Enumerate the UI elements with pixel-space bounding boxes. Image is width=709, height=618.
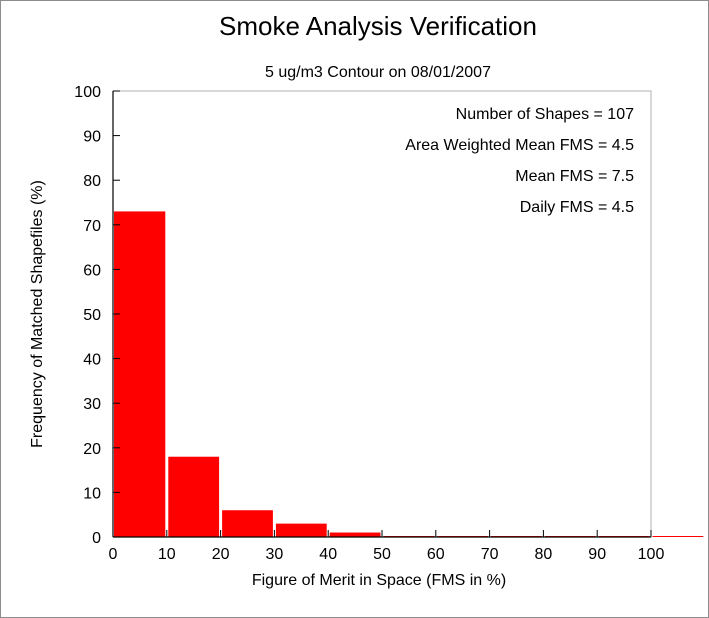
y-tick-label: 90	[83, 129, 101, 146]
stats-annotation: Daily FMS = 4.5	[520, 199, 634, 216]
y-tick-label: 40	[83, 352, 101, 369]
x-tick-label: 50	[373, 546, 391, 563]
histogram-bar	[168, 456, 220, 537]
histogram-bar	[329, 532, 381, 537]
stats-annotation: Number of Shapes = 107	[456, 106, 634, 123]
chart-subtitle: 5 ug/m3 Contour on 08/01/2007	[265, 64, 491, 81]
y-tick-label: 30	[83, 396, 101, 413]
y-tick-label: 60	[83, 262, 101, 279]
x-tick-label: 70	[481, 546, 499, 563]
x-tick-label: 30	[266, 546, 284, 563]
stats-annotation: Area Weighted Mean FMS = 4.5	[405, 137, 634, 154]
y-axis-label: Frequency of Matched Shapefiles (%)	[29, 180, 46, 448]
y-tick-label: 20	[83, 441, 101, 458]
histogram-bar	[275, 523, 327, 537]
x-tick-label: 100	[638, 546, 665, 563]
x-tick-label: 10	[158, 546, 176, 563]
x-tick-label: 20	[212, 546, 230, 563]
y-tick-label: 70	[83, 218, 101, 235]
chart-title: Smoke Analysis Verification	[219, 11, 537, 41]
stats-annotation: Mean FMS = 7.5	[515, 168, 634, 185]
x-tick-label: 80	[535, 546, 553, 563]
x-tick-label: 60	[427, 546, 445, 563]
y-tick-label: 50	[83, 307, 101, 324]
axes-group: 0 10 20 30 40 50 60 70 80 90 100 0 10 20 30 40 50 60 70 80 9…	[74, 84, 664, 563]
y-tick-label: 0	[92, 530, 101, 547]
x-axis-label: Figure of Merit in Space (FMS in %)	[252, 572, 506, 589]
y-tick-label: 10	[83, 485, 101, 502]
x-tick-label: 40	[319, 546, 337, 563]
y-tick-label: 80	[83, 173, 101, 190]
bars-group	[114, 211, 704, 538]
histogram-bar	[114, 211, 166, 538]
histogram-bar	[222, 510, 273, 537]
x-tick-label: 0	[109, 546, 118, 563]
histogram-bar	[652, 536, 704, 537]
y-tick-label: 100	[74, 84, 101, 101]
annotations-group: Number of Shapes = 107 Area Weighted Mean…	[405, 106, 634, 216]
x-tick-label: 90	[588, 546, 606, 563]
